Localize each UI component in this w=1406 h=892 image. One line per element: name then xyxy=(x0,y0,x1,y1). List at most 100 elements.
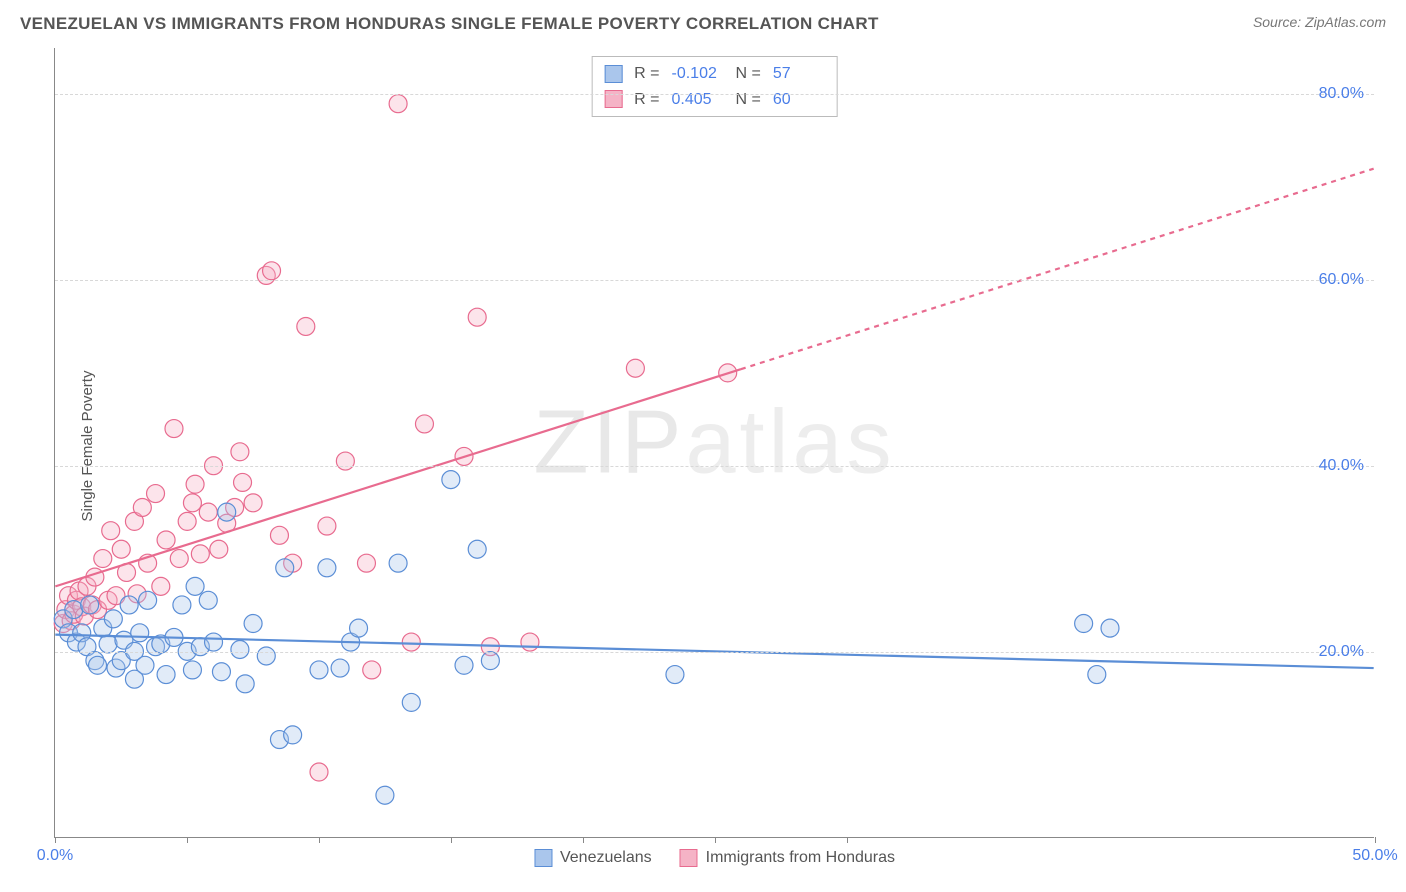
scatter-point xyxy=(81,596,99,614)
scatter-point xyxy=(263,262,281,280)
scatter-point xyxy=(218,503,236,521)
scatter-point xyxy=(1088,666,1106,684)
n-label: N = xyxy=(736,61,761,87)
scatter-point xyxy=(136,656,154,674)
scatter-point xyxy=(270,526,288,544)
scatter-point xyxy=(376,786,394,804)
scatter-point xyxy=(199,503,217,521)
stats-row-venezuelans: R = -0.102 N = 57 xyxy=(604,61,825,87)
swatch-venezuelans xyxy=(604,65,622,83)
n-label: N = xyxy=(736,87,761,113)
scatter-point xyxy=(183,494,201,512)
scatter-point xyxy=(389,554,407,572)
scatter-point xyxy=(257,647,275,665)
x-tick xyxy=(451,837,452,843)
scatter-point xyxy=(415,415,433,433)
scatter-point xyxy=(133,498,151,516)
scatter-point xyxy=(210,540,228,558)
series-legend: Venezuelans Immigrants from Honduras xyxy=(534,849,895,867)
scatter-point xyxy=(402,633,420,651)
source-attribution: Source: ZipAtlas.com xyxy=(1253,14,1386,30)
n-value-honduras: 60 xyxy=(773,87,825,113)
legend-label-honduras: Immigrants from Honduras xyxy=(706,849,895,867)
y-tick-label: 20.0% xyxy=(1319,643,1364,661)
scatter-point xyxy=(112,540,130,558)
scatter-point xyxy=(1101,619,1119,637)
scatter-point xyxy=(310,661,328,679)
scatter-svg xyxy=(55,48,1374,837)
chart-plot-area: ZIPatlas R = -0.102 N = 57 R = 0.405 N =… xyxy=(54,48,1374,838)
scatter-point xyxy=(481,652,499,670)
legend-item-venezuelans: Venezuelans xyxy=(534,849,652,867)
scatter-point xyxy=(165,420,183,438)
scatter-point xyxy=(191,545,209,563)
source-name: ZipAtlas.com xyxy=(1305,14,1386,30)
scatter-point xyxy=(99,635,117,653)
r-value-venezuelans: -0.102 xyxy=(672,61,724,87)
scatter-point xyxy=(276,559,294,577)
scatter-point xyxy=(318,517,336,535)
scatter-point xyxy=(331,659,349,677)
gridline xyxy=(55,466,1374,467)
x-tick xyxy=(1375,837,1376,843)
scatter-point xyxy=(186,475,204,493)
x-tick xyxy=(55,837,56,843)
scatter-point xyxy=(157,531,175,549)
x-tick xyxy=(583,837,584,843)
gridline xyxy=(55,94,1374,95)
scatter-point xyxy=(336,452,354,470)
scatter-point xyxy=(244,615,262,633)
scatter-point xyxy=(173,596,191,614)
gridline xyxy=(55,280,1374,281)
scatter-point xyxy=(147,485,165,503)
scatter-point xyxy=(212,663,230,681)
gridline xyxy=(55,652,1374,653)
scatter-point xyxy=(468,540,486,558)
scatter-point xyxy=(363,661,381,679)
scatter-point xyxy=(234,473,252,491)
scatter-point xyxy=(65,601,83,619)
x-tick-label: 50.0% xyxy=(1352,847,1397,865)
y-tick-label: 40.0% xyxy=(1319,457,1364,475)
x-tick xyxy=(847,837,848,843)
scatter-point xyxy=(131,624,149,642)
chart-title: VENEZUELAN VS IMMIGRANTS FROM HONDURAS S… xyxy=(20,14,879,34)
x-tick-label: 0.0% xyxy=(37,847,73,865)
scatter-point xyxy=(318,559,336,577)
scatter-point xyxy=(231,641,249,659)
scatter-point xyxy=(104,610,122,628)
x-tick xyxy=(715,837,716,843)
scatter-point xyxy=(521,633,539,651)
r-label: R = xyxy=(634,87,659,113)
scatter-point xyxy=(89,656,107,674)
scatter-point xyxy=(244,494,262,512)
scatter-point xyxy=(402,693,420,711)
x-tick xyxy=(187,837,188,843)
stats-row-honduras: R = 0.405 N = 60 xyxy=(604,87,825,113)
y-tick-label: 60.0% xyxy=(1319,271,1364,289)
scatter-point xyxy=(231,443,249,461)
scatter-point xyxy=(178,512,196,530)
scatter-point xyxy=(205,633,223,651)
scatter-point xyxy=(350,619,368,637)
swatch-honduras xyxy=(680,849,698,867)
source-prefix: Source: xyxy=(1253,14,1305,30)
swatch-venezuelans xyxy=(534,849,552,867)
scatter-point xyxy=(120,596,138,614)
y-tick-label: 80.0% xyxy=(1319,85,1364,103)
scatter-point xyxy=(389,95,407,113)
r-value-honduras: 0.405 xyxy=(672,87,724,113)
scatter-point xyxy=(157,666,175,684)
trend-line xyxy=(741,169,1374,369)
scatter-point xyxy=(186,577,204,595)
scatter-point xyxy=(94,550,112,568)
n-value-venezuelans: 57 xyxy=(773,61,825,87)
scatter-point xyxy=(468,308,486,326)
scatter-point xyxy=(310,763,328,781)
scatter-point xyxy=(284,726,302,744)
scatter-point xyxy=(1075,615,1093,633)
r-label: R = xyxy=(634,61,659,87)
scatter-point xyxy=(139,591,157,609)
scatter-point xyxy=(357,554,375,572)
scatter-point xyxy=(199,591,217,609)
